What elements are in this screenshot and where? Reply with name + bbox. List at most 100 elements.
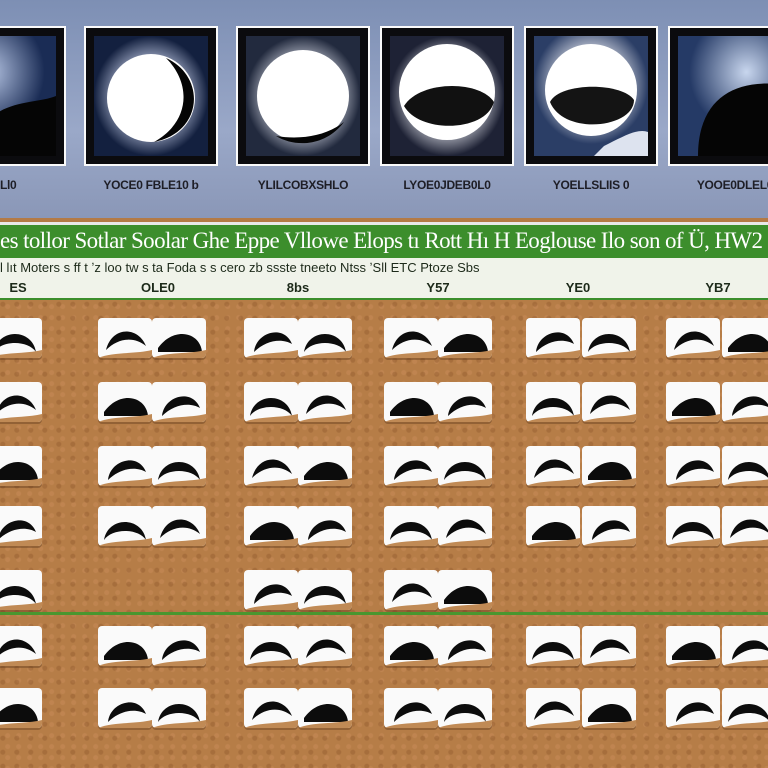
eclipse-card	[666, 382, 720, 422]
eclipse-card-icon	[582, 395, 636, 422]
eclipse-card	[438, 318, 492, 358]
eclipse-card	[438, 446, 492, 486]
eclipse-card-icon	[438, 519, 492, 546]
eclipse-card-icon	[298, 704, 352, 728]
phase-frame-1	[0, 26, 66, 166]
eclipse-card	[384, 688, 438, 728]
eclipse-card	[384, 506, 438, 546]
eclipse-card-icon	[438, 586, 492, 610]
eclipse-card-icon	[526, 398, 580, 422]
eclipse-card	[98, 688, 152, 728]
eclipse-card-icon	[298, 639, 352, 666]
eclipse-card	[722, 318, 768, 358]
eclipse-card	[722, 446, 768, 486]
eclipse-card	[384, 626, 438, 666]
eclipse-card	[298, 446, 352, 486]
eclipse-card-icon	[98, 398, 152, 422]
eclipse-card	[298, 506, 352, 546]
eclipse-card	[98, 318, 152, 358]
eclipse-card-icon	[384, 522, 438, 546]
eclipse-card	[152, 382, 206, 422]
eclipse-card-icon	[438, 704, 492, 728]
eclipse-card	[384, 570, 438, 610]
eclipse-card-icon	[244, 584, 298, 610]
eclipse-card	[152, 318, 206, 358]
eclipse-card-icon	[0, 639, 42, 666]
row-divider	[0, 612, 768, 615]
phase-frame-6	[668, 26, 768, 166]
eclipse-card	[526, 688, 580, 728]
eclipse-card	[526, 626, 580, 666]
eclipse-card	[152, 626, 206, 666]
eclipse-card-icon	[152, 519, 206, 546]
eclipse-card-icon	[722, 462, 768, 486]
eclipse-card-icon	[526, 642, 580, 666]
phase-caption-1: Rd Ll0	[0, 178, 17, 192]
eclipse-card	[98, 626, 152, 666]
eclipse-card	[582, 506, 636, 546]
eclipse-card	[0, 570, 42, 610]
eclipse-card	[244, 506, 298, 546]
eclipse-card-icon	[384, 642, 438, 666]
eclipse-card	[98, 446, 152, 486]
eclipse-card	[152, 506, 206, 546]
phase-caption-4: LYOE0JDEB0L0	[403, 178, 491, 192]
eclipse-card-icon	[666, 702, 720, 728]
phase-caption-2: YOCE0 FBLE10 b	[103, 178, 199, 192]
phase-frame-3	[236, 26, 370, 166]
eclipse-card-icon	[722, 396, 768, 422]
subtitle-bar: l lıt Moters s ff t ʼz loo tw s ta Foda …	[0, 258, 768, 300]
eclipse-card	[582, 688, 636, 728]
eclipse-card	[438, 626, 492, 666]
eclipse-card-icon	[98, 460, 152, 486]
eclipse-card	[384, 318, 438, 358]
eclipse-card	[298, 318, 352, 358]
eclipse-card	[722, 506, 768, 546]
eclipse-card-icon	[0, 334, 42, 358]
eclipse-card-icon	[582, 334, 636, 358]
eclipse-card	[244, 382, 298, 422]
eclipse-card-icon	[98, 331, 152, 358]
eclipse-card-icon	[298, 520, 352, 546]
eclipse-card-icon	[438, 640, 492, 666]
eclipse-card	[722, 626, 768, 666]
eclipse-card-icon	[98, 522, 152, 546]
eclipse-card-icon	[384, 398, 438, 422]
eclipse-card-icon	[384, 331, 438, 358]
eclipse-card	[244, 570, 298, 610]
eclipse-card-icon	[0, 704, 42, 728]
eclipse-card-icon	[438, 334, 492, 358]
eclipse-card	[582, 382, 636, 422]
phase-caption-3: YLILCOBXSHLO	[257, 178, 349, 192]
eclipse-phase-icon	[534, 36, 648, 156]
eclipse-card-icon	[298, 395, 352, 422]
eclipse-card	[666, 318, 720, 358]
eclipse-card-icon	[384, 460, 438, 486]
eclipse-card	[666, 506, 720, 546]
eclipse-card-icon	[244, 459, 298, 486]
eclipse-card-icon	[582, 520, 636, 546]
eclipse-card-icon	[526, 701, 580, 728]
eclipse-card-icon	[666, 642, 720, 666]
eclipse-card	[526, 446, 580, 486]
eclipse-phase-strip: Rd Ll0 YOCE0 FBLE10 b YLILCOBXSHLO LYOE0…	[0, 0, 768, 218]
eclipse-card-icon	[152, 396, 206, 422]
eclipse-card-icon	[722, 704, 768, 728]
eclipse-card-icon	[384, 583, 438, 610]
eclipse-card-icon	[582, 704, 636, 728]
eclipse-card	[582, 318, 636, 358]
column-label-5: YE0	[565, 280, 591, 295]
eclipse-card-icon	[0, 520, 42, 546]
eclipse-card-icon	[244, 701, 298, 728]
eclipse-card	[244, 688, 298, 728]
eclipse-card	[0, 626, 42, 666]
eclipse-card-icon	[244, 642, 298, 666]
eclipse-card-icon	[244, 522, 298, 546]
eclipse-card-icon	[0, 586, 42, 610]
eclipse-card	[666, 626, 720, 666]
eclipse-card-icon	[526, 459, 580, 486]
eclipse-card-icon	[152, 640, 206, 666]
eclipse-card	[244, 626, 298, 666]
eclipse-card-icon	[152, 334, 206, 358]
eclipse-card	[0, 506, 42, 546]
